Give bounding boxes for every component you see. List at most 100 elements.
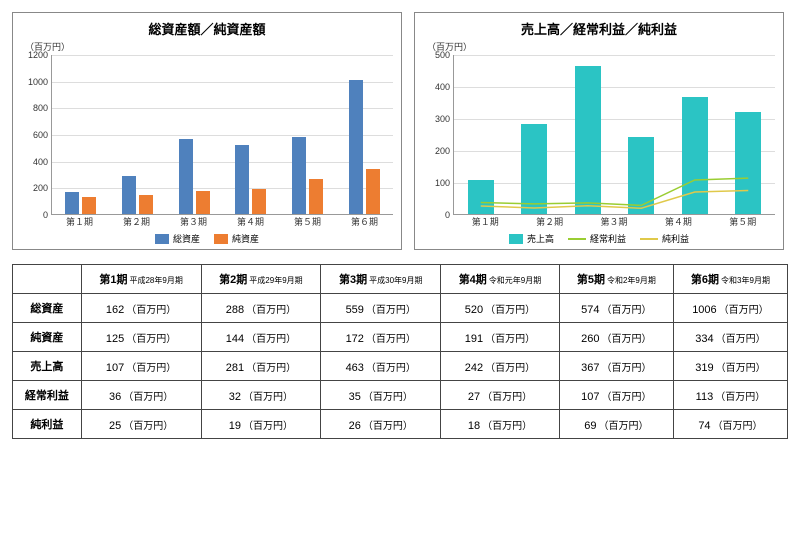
cell-value: 288: [226, 304, 244, 316]
chart2-bar-group: [508, 124, 562, 214]
chart1-bar: [349, 80, 363, 214]
cell-value: 559: [346, 304, 364, 316]
chart1-xticks: 第１期第２期第３期第４期第５期第６期: [51, 215, 393, 228]
table-cell: 113（百万円）: [673, 381, 787, 410]
chart1-xtick: 第３期: [165, 215, 222, 228]
table-cell: 319（百万円）: [673, 352, 787, 381]
cell-unit: （百万円）: [482, 392, 532, 403]
chart1-ytick: 0: [43, 210, 52, 220]
chart1-legend-item: 純資産: [214, 232, 259, 245]
chart1-bar: [252, 189, 266, 214]
chart1-bar: [235, 145, 249, 214]
chart2-ytick: 400: [435, 82, 454, 92]
sales-profit-chart-panel: 売上高／経常利益／純利益 （百万円） 0100200300400500 第１期第…: [414, 12, 784, 250]
table-col-header: 第6期令和3年9月期: [673, 265, 787, 294]
cell-unit: （百万円）: [485, 334, 535, 345]
chart2-ytick: 0: [445, 210, 454, 220]
cell-unit: （百万円）: [243, 392, 293, 403]
cell-unit: （百万円）: [126, 305, 176, 316]
cell-unit: （百万円）: [715, 392, 765, 403]
cell-unit: （百万円）: [243, 421, 293, 432]
chart1-bar: [196, 191, 210, 214]
chart2-bar: [521, 124, 547, 214]
chart2-plot: 0100200300400500: [453, 55, 775, 215]
table-cell: 27（百万円）: [441, 381, 560, 410]
cell-value: 113: [696, 391, 714, 403]
chart2-legend-item: 純利益: [640, 232, 689, 245]
col-main: 第5期: [577, 274, 605, 286]
chart1-bar-group: [109, 176, 166, 214]
table-cell: 107（百万円）: [559, 381, 673, 410]
chart2-bar-group: [454, 180, 508, 214]
chart2-legend: 売上高経常利益純利益: [423, 232, 775, 245]
cell-unit: （百万円）: [123, 392, 173, 403]
cell-unit: （百万円）: [123, 421, 173, 432]
col-main: 第6期: [691, 274, 719, 286]
cell-value: 242: [465, 362, 483, 374]
financials-table: 第1期平成28年9月期第2期平成29年9月期第3期平成30年9月期第4期令和元年…: [12, 264, 788, 439]
chart2-bar: [735, 112, 761, 214]
table-cell: 191（百万円）: [441, 323, 560, 352]
row-label: 売上高: [13, 352, 82, 381]
table-cell: 26（百万円）: [321, 410, 441, 439]
table-cell: 288（百万円）: [201, 294, 321, 323]
cell-unit: （百万円）: [482, 421, 532, 432]
cell-unit: （百万円）: [366, 334, 416, 345]
chart2-xticks: 第１期第２期第３期第４期第５期: [453, 215, 775, 228]
col-main: 第4期: [459, 274, 487, 286]
cell-value: 125: [106, 333, 124, 345]
col-main: 第1期: [99, 274, 127, 286]
cell-unit: （百万円）: [602, 392, 652, 403]
chart2-bar-group: [722, 112, 776, 214]
cell-value: 26: [349, 420, 361, 432]
chart1-bar: [122, 176, 136, 214]
col-main: 第2期: [219, 274, 247, 286]
chart1-bar-group: [336, 80, 393, 214]
table-cell: 574（百万円）: [559, 294, 673, 323]
chart1-ylabel: （百万円）: [25, 40, 393, 53]
chart1-legend: 総資産 純資産: [21, 232, 393, 245]
chart1-ytick: 1000: [28, 77, 52, 87]
cell-value: 107: [581, 391, 599, 403]
cell-unit: （百万円）: [602, 305, 652, 316]
chart1-plot: 020040060080010001200: [51, 55, 393, 215]
table-cell: 69（百万円）: [559, 410, 673, 439]
table-cell: 334（百万円）: [673, 323, 787, 352]
chart2-ytick: 500: [435, 50, 454, 60]
chart1-bar-group: [223, 145, 280, 214]
cell-value: 107: [106, 362, 124, 374]
cell-value: 574: [581, 304, 599, 316]
chart1-bar: [292, 137, 306, 214]
table-col-header: 第2期平成29年9月期: [201, 265, 321, 294]
legend-label: 総資産: [173, 232, 200, 245]
cell-unit: （百万円）: [246, 363, 296, 374]
chart1-bar: [179, 139, 193, 214]
cell-value: 69: [584, 420, 596, 432]
cell-unit: （百万円）: [363, 421, 413, 432]
cell-unit: （百万円）: [126, 363, 176, 374]
table-cell: 25（百万円）: [81, 410, 201, 439]
cell-value: 281: [226, 362, 244, 374]
table-row: 売上高107（百万円）281（百万円）463（百万円）242（百万円）367（百…: [13, 352, 788, 381]
cell-unit: （百万円）: [602, 334, 652, 345]
table-col-header: 第1期平成28年9月期: [81, 265, 201, 294]
col-sub: 令和3年9月期: [721, 276, 770, 285]
chart2-ytick: 300: [435, 114, 454, 124]
row-label: 総資産: [13, 294, 82, 323]
cell-value: 74: [698, 420, 710, 432]
chart1-xtick: 第１期: [51, 215, 108, 228]
chart2-xtick: 第１期: [453, 215, 517, 228]
col-sub: 令和2年9月期: [607, 276, 656, 285]
cell-value: 463: [346, 362, 364, 374]
cell-value: 144: [226, 333, 244, 345]
chart1-bar: [65, 192, 79, 214]
chart2-ytick: 200: [435, 146, 454, 156]
table-cell: 125（百万円）: [81, 323, 201, 352]
chart1-legend-item: 総資産: [155, 232, 200, 245]
table-cell: 242（百万円）: [441, 352, 560, 381]
table-col-header: 第3期平成30年9月期: [321, 265, 441, 294]
table-cell: 162（百万円）: [81, 294, 201, 323]
table-cell: 32（百万円）: [201, 381, 321, 410]
chart1-bar: [366, 169, 380, 214]
cell-value: 1006: [692, 304, 716, 316]
